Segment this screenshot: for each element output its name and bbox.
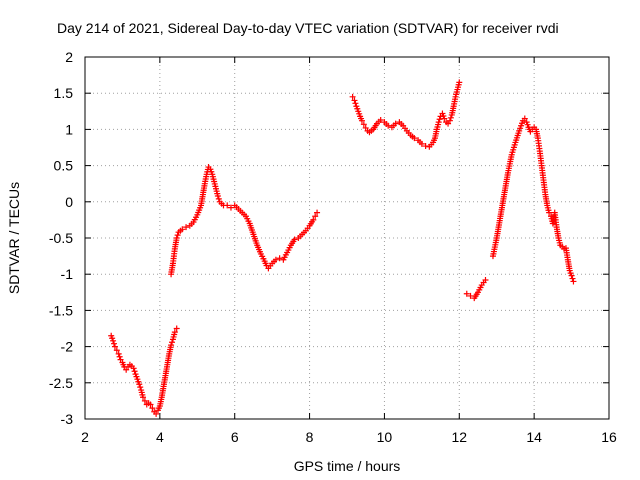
- data-point: [568, 272, 575, 279]
- y-axis-label: SDTVAR / TECUs: [6, 182, 22, 294]
- data-point: [227, 204, 234, 211]
- data-point: [214, 193, 221, 200]
- data-point: [447, 114, 454, 121]
- data-point: [173, 325, 180, 332]
- data-point: [546, 209, 553, 216]
- chart-title: Day 214 of 2021, Sidereal Day-to-day VTE…: [57, 20, 559, 36]
- y-tick-label: 2: [65, 49, 73, 65]
- data-point: [351, 97, 358, 104]
- data-point: [224, 202, 231, 209]
- data-points: [108, 79, 577, 417]
- x-tick-label: 2: [81, 429, 89, 445]
- data-point: [418, 140, 425, 147]
- data-point: [173, 235, 180, 241]
- data-point: [116, 353, 123, 360]
- data-point: [276, 255, 283, 262]
- y-tick-label: 0: [65, 194, 73, 210]
- data-point: [149, 405, 156, 412]
- y-tick-label: -3: [61, 411, 74, 427]
- data-point: [141, 397, 148, 404]
- y-tick-label: -0.5: [49, 230, 73, 246]
- y-tick-label: -2.5: [49, 375, 73, 391]
- data-point: [215, 195, 222, 202]
- data-point: [115, 350, 122, 357]
- y-tick-label: -1: [61, 266, 74, 282]
- y-tick-label: 0.5: [54, 158, 74, 174]
- x-tick-label: 4: [156, 429, 164, 445]
- x-tick-label: 14: [526, 429, 542, 445]
- data-point: [435, 119, 442, 126]
- data-point: [153, 410, 160, 417]
- data-point: [131, 368, 138, 375]
- y-ticks: 2 1.5 1 0.5 0 -0.5 -1 -1.5 -2 -2.5 -3: [49, 49, 609, 427]
- x-tick-label: 12: [451, 429, 467, 445]
- data-point: [360, 121, 367, 128]
- data-point: [352, 100, 359, 107]
- x-tick-label: 10: [377, 429, 393, 445]
- data-point: [168, 342, 175, 349]
- data-point: [411, 135, 418, 142]
- data-point: [183, 224, 190, 231]
- data-point: [111, 343, 118, 350]
- data-point: [272, 256, 279, 263]
- data-point: [358, 117, 365, 124]
- data-point: [569, 275, 576, 282]
- data-point: [482, 276, 489, 283]
- data-point: [179, 226, 186, 233]
- data-point: [349, 93, 356, 100]
- data-point: [113, 347, 120, 354]
- data-point: [446, 117, 453, 124]
- grid: [85, 57, 609, 419]
- data-point: [314, 209, 321, 216]
- data-point: [441, 115, 448, 122]
- data-point: [130, 365, 137, 372]
- plot-frame: [84, 56, 610, 420]
- x-ticks: 2 4 6 8 10 12 14 16: [81, 57, 617, 445]
- data-point: [171, 329, 178, 336]
- data-point: [377, 116, 384, 123]
- y-tick-label: -2: [61, 339, 74, 355]
- x-tick-label: 8: [306, 429, 314, 445]
- x-axis-label: GPS time / hours: [294, 458, 401, 474]
- data-point: [169, 339, 176, 346]
- x-tick-label: 16: [601, 429, 617, 445]
- data-point: [436, 116, 443, 123]
- data-point: [174, 232, 181, 239]
- y-tick-label: 1: [65, 121, 73, 137]
- data-point: [140, 394, 147, 401]
- data-point: [291, 236, 298, 243]
- data-point: [137, 384, 144, 391]
- data-point: [310, 216, 317, 223]
- data-point: [111, 340, 118, 347]
- data-point: [312, 213, 319, 220]
- data-point: [385, 122, 392, 129]
- data-point: [392, 120, 399, 127]
- data-point: [136, 381, 143, 388]
- y-tick-label: -1.5: [49, 302, 73, 318]
- data-point: [463, 290, 470, 297]
- data-point: [147, 401, 154, 408]
- data-point: [110, 337, 117, 344]
- data-point: [422, 143, 429, 150]
- data-point: [456, 79, 463, 86]
- x-tick-label: 6: [231, 429, 239, 445]
- y-tick-label: 1.5: [54, 85, 74, 101]
- data-point: [521, 115, 528, 122]
- data-point: [570, 278, 577, 285]
